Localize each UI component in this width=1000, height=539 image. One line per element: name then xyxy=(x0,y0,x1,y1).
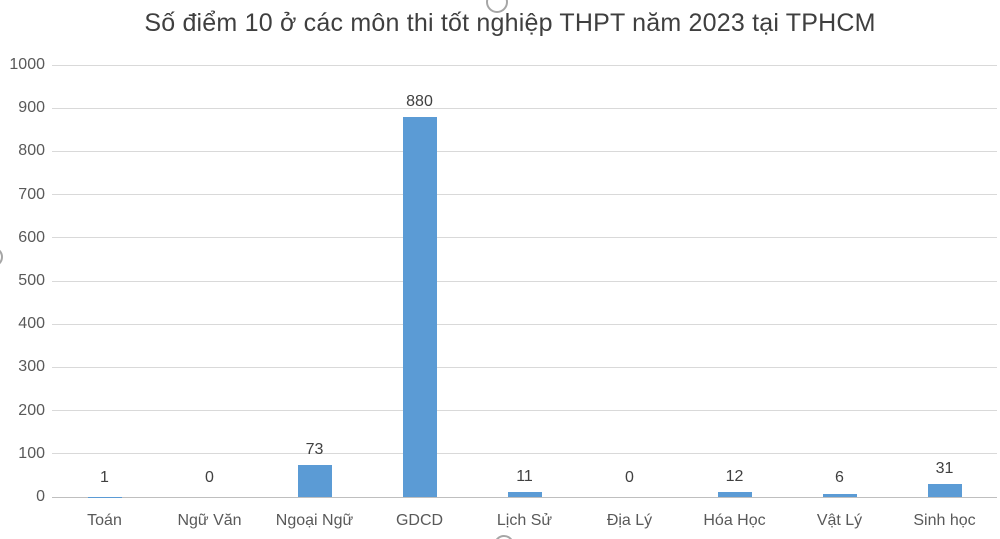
x-category-label: Hóa Học xyxy=(703,512,766,529)
bar-Ngoại Ngữ[interactable] xyxy=(297,465,332,497)
selection-handle-top-icon[interactable] xyxy=(486,0,508,13)
y-axis-tick-label: 800 xyxy=(18,142,45,160)
gridline xyxy=(52,453,997,455)
x-category-label: GDCD xyxy=(395,512,444,529)
gridline xyxy=(52,150,997,152)
data-label: 73 xyxy=(305,441,324,459)
y-axis-tick-label: 500 xyxy=(18,272,45,289)
data-label: 880 xyxy=(406,92,433,110)
data-label: 31 xyxy=(935,459,954,477)
x-category-label: Vật Lý xyxy=(816,512,863,529)
x-category-label: Lịch Sử xyxy=(496,512,553,529)
y-axis-tick-label: 0 xyxy=(36,488,45,505)
data-label: 1 xyxy=(100,469,109,486)
x-category-label: Địa Lý xyxy=(606,512,653,529)
selection-handle-bottom-icon[interactable] xyxy=(494,535,514,539)
bar-Hóa Học[interactable] xyxy=(717,491,752,497)
x-category-label: Sinh học xyxy=(913,512,976,529)
data-label: 0 xyxy=(205,469,214,486)
data-label: 12 xyxy=(725,467,744,485)
data-label: 0 xyxy=(625,469,634,486)
y-axis-tick-label: 200 xyxy=(18,401,45,419)
y-axis-tick-label: 1000 xyxy=(9,56,45,73)
gridline xyxy=(52,194,997,196)
bar-Sinh học[interactable] xyxy=(927,483,962,497)
y-axis-tick-label: 900 xyxy=(18,99,45,117)
bar-GDCD[interactable] xyxy=(402,116,437,497)
chart-title: Số điểm 10 ở các môn thi tốt nghiệp THPT… xyxy=(144,9,876,37)
data-label: 11 xyxy=(516,468,533,486)
y-axis-tick-label: 400 xyxy=(18,315,45,333)
x-category-label: Ngoại Ngữ xyxy=(275,512,354,529)
y-axis-tick-label: 600 xyxy=(18,228,45,246)
gridline xyxy=(52,64,997,66)
y-axis-tick-label: 700 xyxy=(18,185,45,203)
data-label: 6 xyxy=(835,469,844,486)
gridline xyxy=(52,280,997,282)
gridline xyxy=(52,366,997,368)
y-axis-tick-label: 100 xyxy=(18,444,45,462)
bar-Vật Lý[interactable] xyxy=(822,494,857,497)
x-category-label: Ngữ Văn xyxy=(177,512,242,529)
x-category-label: Toán xyxy=(87,512,122,529)
gridline xyxy=(52,410,997,412)
y-axis-tick-label: 300 xyxy=(18,358,45,376)
gridline xyxy=(52,323,997,325)
gridline xyxy=(52,237,997,239)
x-axis-line xyxy=(52,496,997,498)
bar-Lịch Sử[interactable] xyxy=(507,492,542,497)
selection-handle-left-icon[interactable] xyxy=(0,247,3,267)
gridline xyxy=(52,107,997,109)
